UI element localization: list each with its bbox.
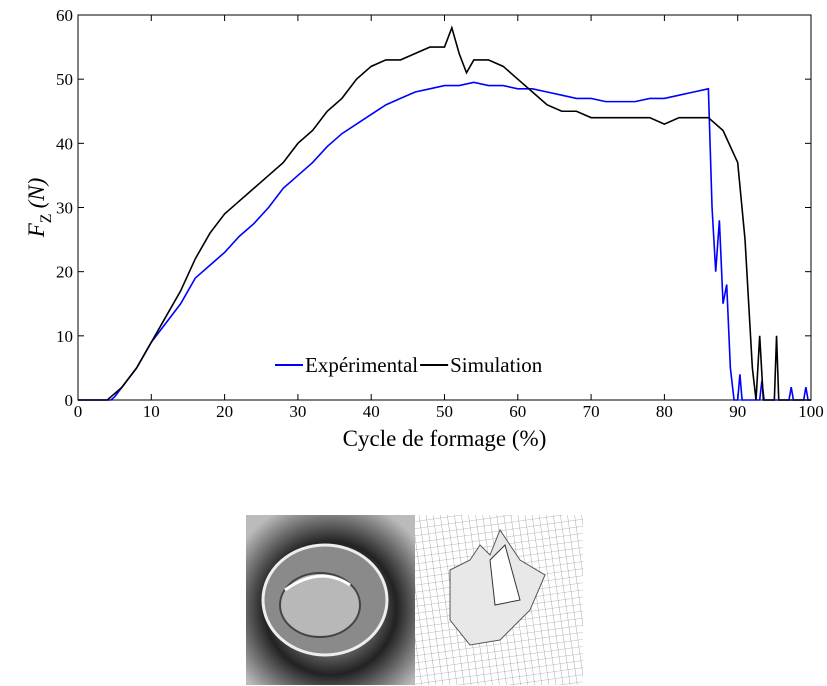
- y-tick-label: 40: [56, 134, 73, 153]
- x-tick-label: 0: [74, 402, 83, 421]
- x-tick-label: 90: [729, 402, 746, 421]
- y-label-sub: Z: [38, 213, 55, 223]
- x-tick-label: 20: [216, 402, 233, 421]
- y-label-unit: (N): [24, 178, 49, 209]
- x-tick-label: 10: [143, 402, 160, 421]
- x-tick-label: 100: [798, 402, 824, 421]
- legend-label: Expérimental: [305, 353, 418, 377]
- y-axis-label: FZ (N): [24, 178, 55, 239]
- x-tick-label: 60: [509, 402, 526, 421]
- x-axis-label: Cycle de formage (%): [343, 426, 547, 451]
- y-label-main: F: [24, 222, 49, 238]
- y-tick-label: 30: [56, 199, 73, 218]
- y-tick-label: 50: [56, 70, 73, 89]
- y-tick-label: 20: [56, 263, 73, 282]
- mesh-panel: [415, 515, 583, 685]
- y-tick-label: 60: [56, 6, 73, 25]
- photo-panel: [246, 515, 415, 685]
- y-tick-label: 0: [65, 391, 74, 410]
- series-line: [78, 81, 811, 401]
- plot-frame: [77, 14, 812, 401]
- x-tick-label: 40: [363, 402, 380, 421]
- x-tick-label: 80: [656, 402, 673, 421]
- x-tick-label: 30: [289, 402, 306, 421]
- x-tick-label: 70: [583, 402, 600, 421]
- y-tick-label: 10: [56, 327, 73, 346]
- legend-label: Simulation: [450, 353, 543, 377]
- series-line: [78, 25, 811, 401]
- x-tick-label: 50: [436, 402, 453, 421]
